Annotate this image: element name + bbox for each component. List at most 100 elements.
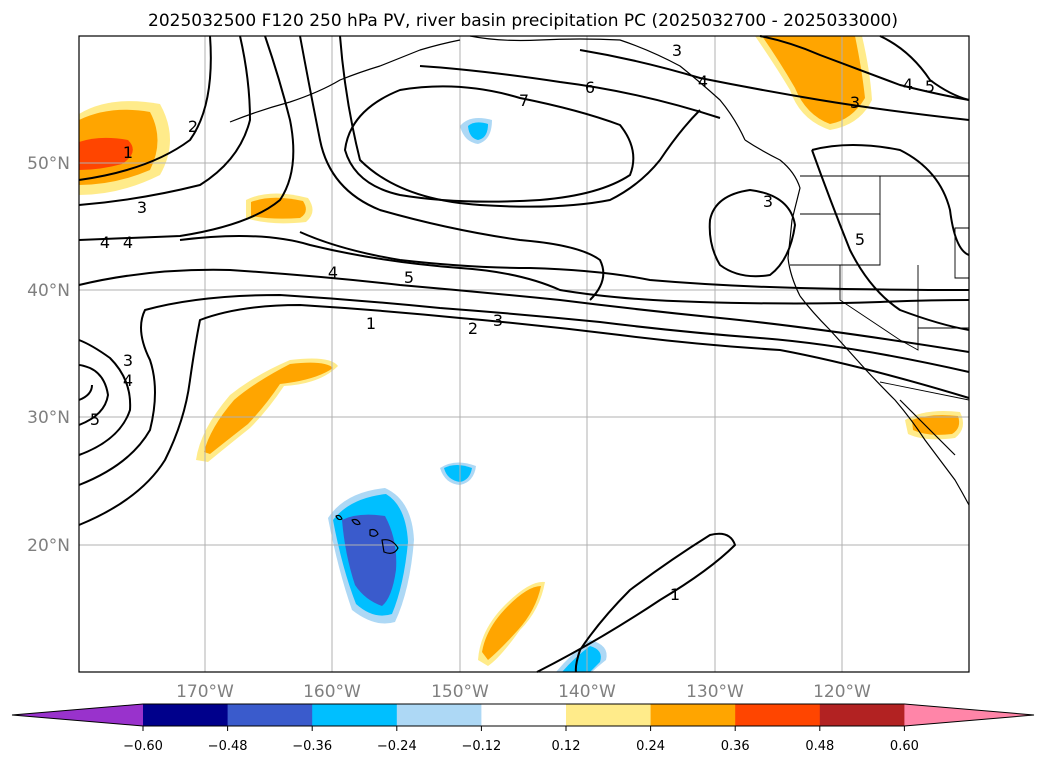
clabel-21: 4 bbox=[903, 75, 913, 94]
colorbar-extend-high bbox=[904, 704, 1034, 726]
colorbar-swatch bbox=[566, 704, 652, 726]
colorbar-tick-label: −0.60 bbox=[123, 739, 163, 754]
colorbar-swatch bbox=[650, 704, 736, 726]
shade-hawaii-royal bbox=[342, 514, 397, 606]
clabel-7: 4 bbox=[123, 371, 133, 390]
clabel-23: 1 bbox=[670, 585, 680, 604]
shade-165w-orange bbox=[251, 197, 306, 219]
border-us-mexico bbox=[879, 381, 970, 401]
colorbar-swatch bbox=[312, 704, 398, 726]
contour-4-sw bbox=[78, 364, 109, 426]
border-or-ca bbox=[790, 214, 881, 266]
colorbar-tick-label: −0.48 bbox=[208, 739, 248, 754]
shade-ne-orange bbox=[762, 36, 865, 124]
shade-bottom-sky bbox=[562, 646, 601, 672]
colorbar: −0.60 −0.48 −0.36 −0.24 −0.12 0.12 0.24 0.36 0.4… bbox=[11, 703, 1035, 754]
clabel-13: 4 bbox=[328, 263, 338, 282]
contour-ridge-c bbox=[78, 35, 212, 181]
figure-title: 2025032500 F120 250 hPa PV, river basin … bbox=[148, 11, 898, 31]
map-background bbox=[79, 36, 969, 672]
clabel-8: 5 bbox=[90, 410, 100, 429]
clabel-22: 5 bbox=[925, 77, 935, 96]
contour-6 bbox=[419, 65, 721, 119]
colorbar-tick-label: 0.12 bbox=[552, 739, 581, 754]
gridlines bbox=[79, 36, 969, 672]
shade-nw-red bbox=[79, 137, 133, 170]
clabel-5: 4 bbox=[100, 233, 110, 252]
coast-gulf-alaska bbox=[469, 35, 746, 141]
clabel-4: 3 bbox=[137, 198, 147, 217]
clabel-12: 3 bbox=[672, 41, 682, 60]
contour-1-se bbox=[536, 532, 736, 673]
clabel-18: 2 bbox=[468, 319, 478, 338]
contour-4-north bbox=[299, 35, 605, 301]
shade-baja-orange bbox=[912, 415, 960, 435]
contour-5-sw bbox=[78, 384, 93, 401]
contour-4-ne bbox=[759, 35, 970, 101]
clabel-19: 3 bbox=[493, 311, 503, 330]
lon-label-150w: 150°W bbox=[431, 682, 489, 702]
lat-label-20n: 20°N bbox=[27, 536, 70, 556]
clabel-9: 4 bbox=[698, 72, 708, 91]
colorbar-swatch bbox=[227, 704, 313, 726]
contour-labels: 1 2 4 3 4 3 4 5 4 6 7 3 4 5 3 5 1 2 3 3 … bbox=[90, 41, 935, 604]
shade-150w-sky bbox=[444, 465, 472, 482]
coast-gulf-california bbox=[899, 399, 956, 456]
clabel-2: 2 bbox=[188, 117, 198, 136]
lat-label-50n: 50°N bbox=[27, 154, 70, 174]
contour-5-inland-a bbox=[811, 144, 970, 256]
colorbar-extend-low bbox=[12, 704, 143, 726]
colorbar-swatch bbox=[143, 704, 229, 726]
island-maui bbox=[369, 528, 379, 537]
contour-ridge-b bbox=[78, 35, 251, 206]
colorbar-swatch bbox=[735, 704, 821, 726]
coast-pnw bbox=[744, 139, 801, 297]
colorbar-tick-label: −0.24 bbox=[377, 739, 417, 754]
contour-7-closed bbox=[344, 85, 635, 203]
border-ca-nv bbox=[839, 265, 919, 351]
clabel-3: 4 bbox=[123, 233, 133, 252]
lon-label-130w: 130°W bbox=[686, 682, 744, 702]
lat-labels: 50°N 40°N 30°N 20°N bbox=[27, 154, 70, 556]
clabel-15: 3 bbox=[763, 192, 773, 211]
contour-1-main bbox=[78, 304, 970, 526]
contour-3-main bbox=[78, 268, 970, 456]
colorbar-swatch bbox=[819, 704, 905, 726]
clabel-14: 5 bbox=[404, 268, 414, 287]
clabel-20: 3 bbox=[850, 93, 860, 112]
lat-label-40n: 40°N bbox=[27, 281, 70, 301]
contour-5-north bbox=[339, 35, 701, 208]
colorbar-tick-label: 0.60 bbox=[890, 739, 919, 754]
clabel-10: 6 bbox=[585, 78, 595, 97]
lat-label-30n: 30°N bbox=[27, 408, 70, 428]
clabel-17: 1 bbox=[366, 314, 376, 333]
contour-ridge-a bbox=[78, 35, 295, 241]
clabel-11: 7 bbox=[519, 91, 529, 110]
clabel-16: 5 bbox=[855, 230, 865, 249]
lon-label-140w: 140°W bbox=[558, 682, 616, 702]
coast-california bbox=[799, 295, 970, 506]
contour-2-main bbox=[78, 294, 970, 486]
contour-4-mid bbox=[179, 235, 970, 305]
colorbar-swatch bbox=[396, 704, 482, 726]
lon-label-120w: 120°W bbox=[813, 682, 871, 702]
colorbar-tick-label: −0.12 bbox=[461, 739, 501, 754]
contour-3-pnw bbox=[708, 189, 796, 278]
contour-5-mid bbox=[299, 231, 970, 291]
lon-label-160w: 160°W bbox=[303, 682, 361, 702]
shade-151w-sky bbox=[468, 122, 488, 140]
contour-3-ne bbox=[579, 49, 970, 121]
shade-se-orange bbox=[482, 586, 541, 660]
contour-5-inland-b bbox=[811, 149, 970, 331]
colorbar-tick-label: 0.24 bbox=[636, 739, 665, 754]
map-frame bbox=[78, 35, 970, 673]
colorbar-tick-label: 0.48 bbox=[805, 739, 834, 754]
island-kauai bbox=[335, 514, 343, 521]
clabel-1: 1 bbox=[123, 143, 133, 162]
lon-labels: 170°W 160°W 150°W 140°W 130°W 120°W bbox=[176, 682, 871, 702]
colorbar-swatch bbox=[481, 704, 567, 726]
coastlines bbox=[229, 35, 970, 554]
precip-shading bbox=[79, 36, 964, 672]
clabel-6: 3 bbox=[123, 351, 133, 370]
